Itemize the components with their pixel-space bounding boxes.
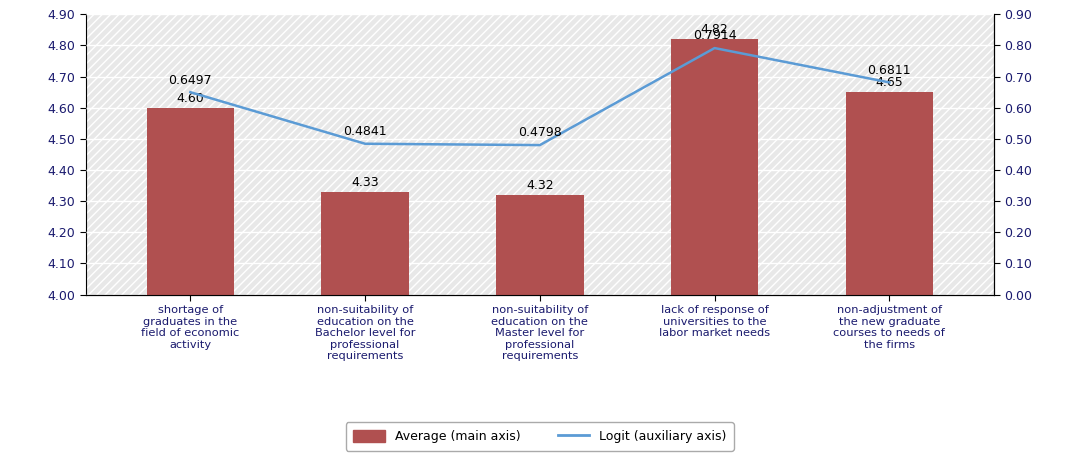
Bar — [671, 39, 758, 294]
Bar — [146, 108, 234, 294]
Text: 0.4841: 0.4841 — [343, 125, 387, 138]
Bar — [496, 195, 584, 294]
Text: 0.4798: 0.4798 — [518, 126, 561, 140]
Text: 4.32: 4.32 — [526, 179, 554, 192]
Text: 0.6811: 0.6811 — [868, 64, 911, 77]
Text: 4.33: 4.33 — [352, 176, 378, 189]
Text: 4.82: 4.82 — [700, 23, 728, 36]
Bar — [846, 92, 933, 294]
Legend: Average (main axis), Logit (auxiliary axis): Average (main axis), Logit (auxiliary ax… — [346, 422, 733, 451]
Text: 0.7914: 0.7914 — [693, 29, 737, 42]
Text: 4.60: 4.60 — [176, 92, 204, 104]
Text: 0.6497: 0.6497 — [169, 74, 212, 86]
Bar — [322, 192, 408, 294]
Text: 4.65: 4.65 — [876, 76, 903, 89]
